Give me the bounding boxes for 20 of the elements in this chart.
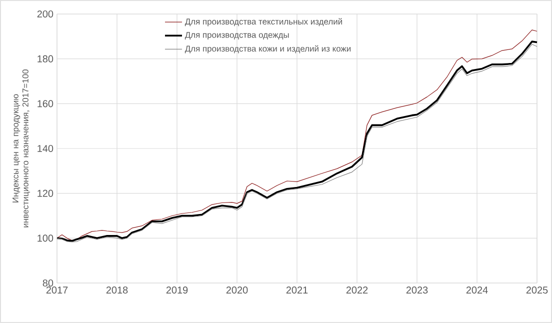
x-tick-label: 2020 [226,286,248,294]
legend-label: Для производства одежды [184,32,289,40]
y-tick-label: 200 [37,10,54,18]
y-tick-label: 100 [38,234,54,242]
x-tick-label: 2019 [166,286,188,294]
y-tick-label: 160 [38,100,54,108]
legend-label: Для производства текстильных изделий [184,18,342,26]
y-tick-label: 140 [38,144,54,152]
y-tick-label: 180 [38,55,54,62]
y-axis-title: Индексы цен на продукцию инвестиционного назначения, 2017=100 [12,69,30,228]
x-tick-label: 2025 [526,286,548,294]
y-tick-label: 120 [38,190,54,197]
legend-label: Для производства кожи и изделий из кожи [184,45,351,54]
x-tick-label: 2018 [106,286,128,294]
x-tick-label: 2023 [406,286,428,294]
x-tick-label: 2024 [466,286,488,294]
x-tick-label: 2017 [46,286,68,294]
x-tick-label: 2021 [286,286,308,294]
y-tick-label: 80 [42,279,54,287]
x-tick-label: 2022 [346,286,368,294]
